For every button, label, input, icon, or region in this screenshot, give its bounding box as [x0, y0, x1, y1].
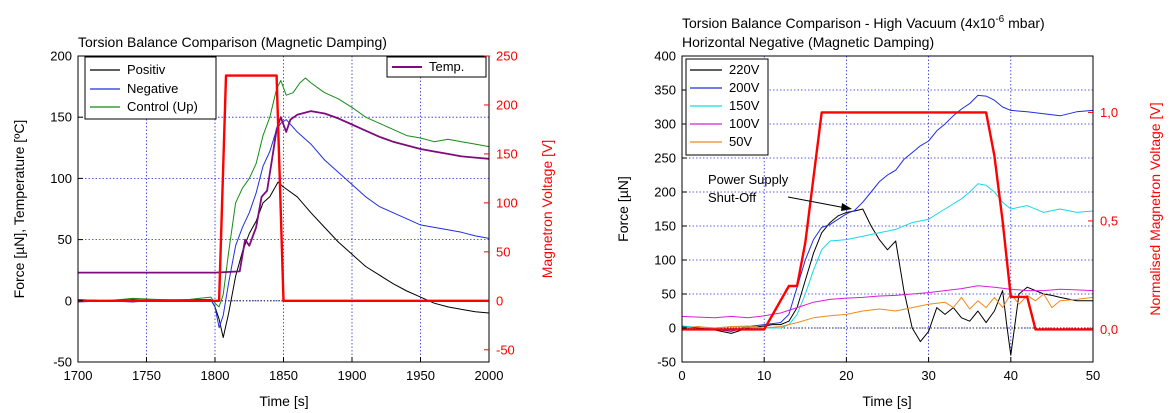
- y2-tick-label: 50: [496, 244, 510, 259]
- chart-right-y2-axis-label: Normalised Magnetron Voltage [V]: [1147, 102, 1163, 315]
- y2-tick-label: -50: [496, 342, 515, 357]
- chart-right-series: [681, 94, 1094, 356]
- chart-right-plot-frame: [681, 55, 1094, 363]
- x-tick-label: 50: [1086, 368, 1100, 383]
- x-tick-label: 1950: [406, 368, 435, 383]
- legend-label-control: Control (Up): [127, 99, 198, 114]
- series-line-220v: [681, 208, 1093, 356]
- chart-right-title-main: Torsion Balance Comparison - High Vacuum…: [682, 15, 996, 31]
- chart-left-ticks: 1700 1750 1800 1850 1900 1950 2000-50050100150…: [50, 49, 517, 384]
- chart-right-ticks: 0 10 20 30 40 50-500501001502002503003504000,…: [654, 49, 1118, 384]
- legend-label-negative: Negative: [127, 81, 178, 96]
- chart-left-legend-temp: Temp.: [386, 56, 487, 78]
- x-tick-label: 20: [839, 368, 853, 383]
- x-tick-label: 0: [678, 368, 685, 383]
- x-tick-label: 10: [757, 368, 771, 383]
- x-tick-label: 40: [1004, 368, 1018, 383]
- chart-left-y2-axis-label: Magnetron Voltage [V]: [539, 140, 555, 279]
- legend-label-50v: 50V: [729, 134, 752, 149]
- legend-label-200v: 200V: [729, 80, 760, 95]
- annotation-arrow-line: [787, 196, 847, 209]
- chart-right-title: Torsion Balance Comparison - High Vacuum…: [682, 14, 1045, 31]
- y2-tick-label: 0,0: [1100, 322, 1118, 337]
- chart-right-title-tail: mbar): [1004, 15, 1044, 31]
- y-tick-label: 0: [669, 321, 676, 336]
- series-line-magnetron-voltage: [682, 111, 1093, 331]
- series-line-50v: [681, 293, 1094, 329]
- annotation-power-supply: Power Supply: [708, 172, 789, 187]
- y-tick-label: 150: [654, 219, 676, 234]
- chart-right: Torsion Balance Comparison - High Vacuum…: [615, 14, 1163, 409]
- x-tick-label: 1800: [201, 368, 230, 383]
- y2-tick-label: 100: [496, 195, 518, 210]
- y-tick-label: 400: [654, 49, 676, 64]
- y2-tick-label: 200: [496, 97, 518, 112]
- chart-left-series: [77, 74, 490, 338]
- chart-left-x-axis-label: Time [s]: [259, 393, 308, 409]
- chart-right-legend-box: [685, 58, 769, 156]
- series-line-control-up: [77, 77, 490, 308]
- x-tick-label: 1700: [64, 368, 93, 383]
- y-tick-label: 350: [654, 83, 676, 98]
- annotation-arrow: [787, 196, 852, 211]
- y-tick-label: -50: [53, 355, 72, 370]
- x-tick-label: 1750: [132, 368, 161, 383]
- chart-right-title-sup: -6: [995, 14, 1004, 25]
- y-tick-label: 250: [654, 151, 676, 166]
- x-tick-label: 1850: [269, 368, 298, 383]
- legend-label-220v: 220V: [729, 62, 760, 77]
- x-tick-label: 2000: [475, 368, 504, 383]
- chart-left: Torsion Balance Comparison (Magnetic Dam…: [11, 34, 555, 409]
- chart-left-legend-temp-box: [386, 56, 487, 78]
- chart-right-grid: [682, 56, 1093, 362]
- series-line-200v: [681, 94, 1094, 332]
- y-tick-label: 200: [50, 49, 72, 64]
- y-tick-label: 50: [662, 287, 676, 302]
- y-tick-label: 300: [654, 117, 676, 132]
- legend-label-150v: 150V: [729, 98, 760, 113]
- series-line-magnetron-voltage: [78, 74, 489, 302]
- y-tick-label: 0: [65, 293, 72, 308]
- chart-right-x-axis-label: Time [s]: [862, 393, 911, 409]
- annotation-arrow-head: [841, 203, 852, 211]
- y2-tick-label: 0,5: [1100, 213, 1118, 228]
- y-tick-label: 100: [50, 171, 72, 186]
- series-line-temp: [78, 110, 490, 274]
- annotation-shut-off: Shut-Off: [708, 190, 757, 205]
- x-tick-label: 30: [921, 368, 935, 383]
- legend-label-100v: 100V: [729, 116, 760, 131]
- chart-left-y-axis-label: Force [µN], Temperature [ºC]: [11, 120, 27, 299]
- y2-tick-label: 150: [496, 146, 518, 161]
- y-tick-label: 200: [654, 185, 676, 200]
- chart-left-title: Torsion Balance Comparison (Magnetic Dam…: [78, 34, 387, 50]
- y-tick-label: 150: [50, 110, 72, 125]
- legend-label-positiv: Positiv: [127, 62, 166, 77]
- series-line-150v: [681, 183, 1094, 329]
- chart-left-legend: Positiv Negative Control (Up): [84, 56, 217, 120]
- chart-right-y-axis-label: Force [µN]: [615, 176, 631, 242]
- chart-right-subtitle: Horizontal Negative (Magnetic Damping): [682, 34, 934, 50]
- y-tick-label: 50: [58, 232, 72, 247]
- y-tick-label: -50: [657, 355, 676, 370]
- series-line-100v: [681, 285, 1094, 319]
- y2-tick-label: 0: [496, 293, 503, 308]
- y2-tick-label: 1,0: [1100, 105, 1118, 120]
- y2-tick-label: 250: [496, 49, 518, 64]
- y-tick-label: 100: [654, 253, 676, 268]
- chart-left-legend-box: [84, 56, 217, 120]
- chart-right-legend: 220V 200V 150V 100V 50V: [685, 58, 769, 156]
- x-tick-label: 1900: [338, 368, 367, 383]
- legend-label-temp: Temp.: [429, 59, 464, 74]
